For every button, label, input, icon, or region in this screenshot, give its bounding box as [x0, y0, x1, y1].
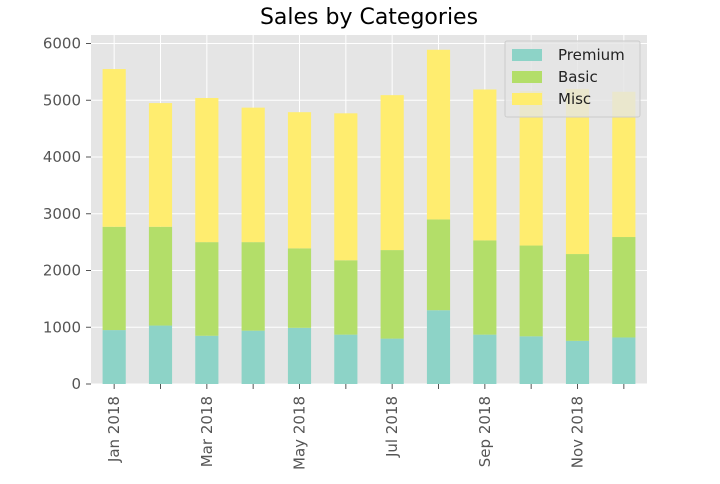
bar-basic-10 [519, 245, 543, 337]
bar-premium-2 [148, 325, 173, 384]
bar-premium-12 [612, 337, 636, 384]
bar-misc-7 [380, 95, 404, 251]
bar-misc-4 [241, 107, 265, 243]
bar-premium-4 [241, 330, 265, 384]
legend-swatch-basic [512, 71, 542, 83]
chart-title: Sales by Categories [260, 5, 478, 30]
x-tick-label: Sep 2018 [476, 396, 494, 467]
x-tick-label: May 2018 [291, 396, 309, 470]
bar-basic-1 [102, 226, 126, 331]
bar-premium-7 [380, 338, 404, 384]
bar-premium-5 [287, 327, 312, 384]
bar-premium-11 [565, 340, 590, 384]
y-tick-label: 5000 [43, 91, 81, 109]
legend-swatch-premium [512, 49, 542, 61]
bar-premium-1 [102, 330, 126, 384]
legend: Premium Basic Misc [504, 40, 641, 118]
bar-basic-8 [426, 219, 451, 311]
bar-basic-3 [195, 242, 219, 336]
bar-premium-6 [334, 334, 358, 384]
bar-misc-5 [287, 112, 312, 249]
bar-basic-12 [612, 237, 636, 338]
legend-label-premium: Premium [558, 46, 625, 64]
bar-misc-3 [195, 97, 219, 243]
y-tick-label: 4000 [43, 148, 81, 166]
bars [102, 49, 636, 384]
bar-misc-9 [473, 89, 497, 241]
bar-misc-8 [426, 49, 451, 220]
x-tick-label: Nov 2018 [569, 396, 587, 468]
bar-misc-10 [519, 91, 543, 246]
bar-premium-3 [195, 335, 219, 384]
legend-label-misc: Misc [558, 90, 591, 108]
y-tick-label: 2000 [43, 262, 81, 280]
x-tick-label: Jul 2018 [383, 396, 401, 458]
y-tick-label: 1000 [43, 318, 81, 336]
bar-basic-6 [334, 260, 358, 335]
x-tick-label: Jan 2018 [105, 396, 123, 463]
axes: 0 1000 2000 3000 4000 5000 6000 Jan 2018 Mar 201… [43, 35, 625, 470]
legend-label-basic: Basic [558, 68, 598, 86]
bar-basic-4 [241, 242, 265, 331]
y-tick-label: 6000 [43, 35, 81, 53]
bar-premium-8 [426, 310, 451, 384]
y-tick-label: 3000 [43, 205, 81, 223]
x-tick-label: Mar 2018 [198, 396, 216, 467]
bar-misc-12 [612, 91, 636, 238]
legend-swatch-misc [512, 93, 542, 105]
bar-misc-1 [102, 69, 126, 227]
bar-misc-11 [565, 88, 590, 255]
bar-basic-7 [380, 250, 404, 339]
bar-premium-10 [519, 336, 543, 384]
bar-misc-6 [334, 113, 358, 261]
bar-basic-2 [148, 226, 173, 326]
bar-basic-5 [287, 248, 312, 328]
y-tick-label: 0 [71, 375, 81, 393]
bar-basic-11 [565, 254, 590, 341]
bar-basic-9 [473, 240, 497, 335]
bar-premium-9 [473, 334, 497, 384]
bar-misc-2 [148, 103, 173, 227]
